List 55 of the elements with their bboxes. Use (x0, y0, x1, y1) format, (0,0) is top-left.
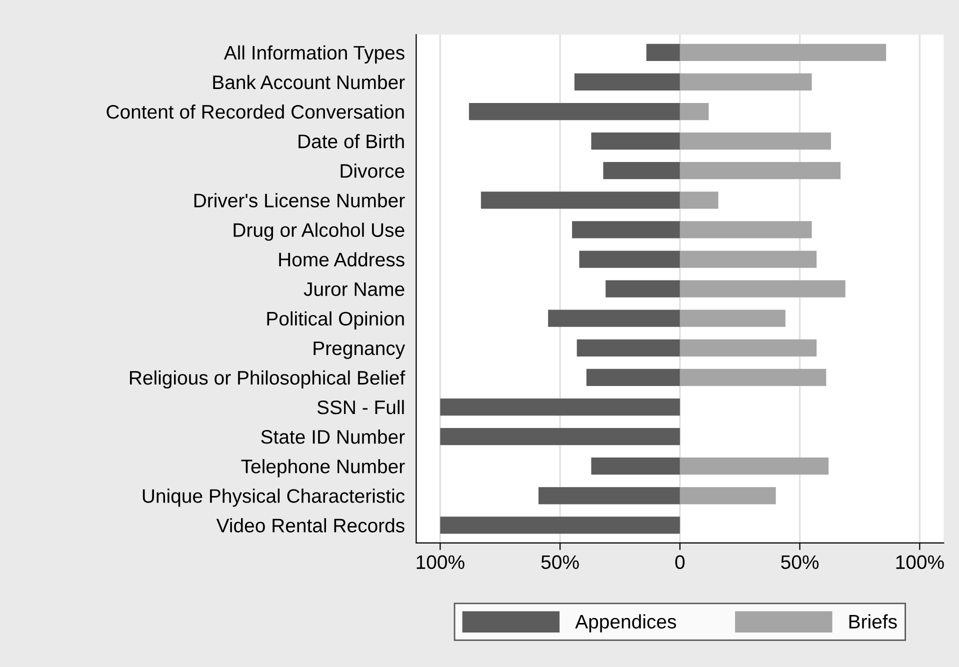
bar (574, 73, 680, 91)
bar (548, 310, 680, 327)
bar (576, 339, 680, 356)
y-tick-label: Video Rental Records (216, 518, 404, 532)
y-tick-label: Bank Account Number (213, 74, 405, 90)
y-tick-label: Religious or Philosophical Belief (130, 370, 406, 389)
bar (680, 162, 841, 180)
y-tick-label: Unique Physical Characteristic (142, 488, 405, 507)
bar (680, 458, 829, 475)
y-tick-label: Telephone Number (241, 459, 405, 478)
bar (572, 221, 680, 238)
y-tick-label: Drug or Alcohol Use (234, 222, 404, 241)
x-tick-label: 100% (896, 555, 944, 570)
legend-label: Briefs (849, 614, 897, 629)
bar (440, 398, 680, 416)
bar (440, 428, 680, 446)
x-tick-label: 0 (675, 555, 685, 570)
y-tick-label: Juror Name (304, 282, 404, 296)
bar (680, 339, 817, 356)
y-tick-label: State ID Number (261, 430, 405, 444)
y-tick-label: SSN - Full (317, 400, 404, 414)
bar (680, 250, 817, 268)
bar (591, 132, 680, 150)
bar (680, 221, 812, 238)
bar (680, 132, 831, 150)
bar (680, 192, 718, 209)
bar (680, 44, 886, 61)
x-tick-label: 50% (781, 555, 819, 570)
bar (468, 102, 680, 120)
y-tick-label: Home Address (279, 252, 404, 266)
bar (586, 368, 680, 386)
y-tick-label: Content of Recorded Conversation (106, 104, 404, 119)
y-tick-label: Pregnancy (314, 342, 406, 359)
y-tick-label: Divorce (340, 164, 404, 178)
bar (680, 73, 812, 91)
y-tick-label: Date of Birth (298, 134, 404, 148)
bar (591, 458, 680, 475)
bar (680, 310, 786, 327)
bar (646, 44, 680, 61)
bar (680, 102, 709, 120)
bar (680, 280, 846, 298)
bar (440, 516, 680, 534)
x-tick-label: 100% (416, 555, 464, 570)
bar (603, 162, 680, 180)
bar (606, 280, 680, 298)
y-tick-label: All Information Types (224, 45, 404, 64)
bar (579, 250, 680, 268)
bar (538, 487, 680, 504)
x-tick-label: 50% (541, 555, 579, 570)
bar (680, 487, 776, 504)
y-tick-label: Driver's License Number (194, 193, 405, 208)
bar (480, 192, 680, 209)
y-tick-label: Political Opinion (267, 311, 404, 330)
legend-label: Appendices (575, 614, 676, 632)
bar (680, 368, 826, 386)
